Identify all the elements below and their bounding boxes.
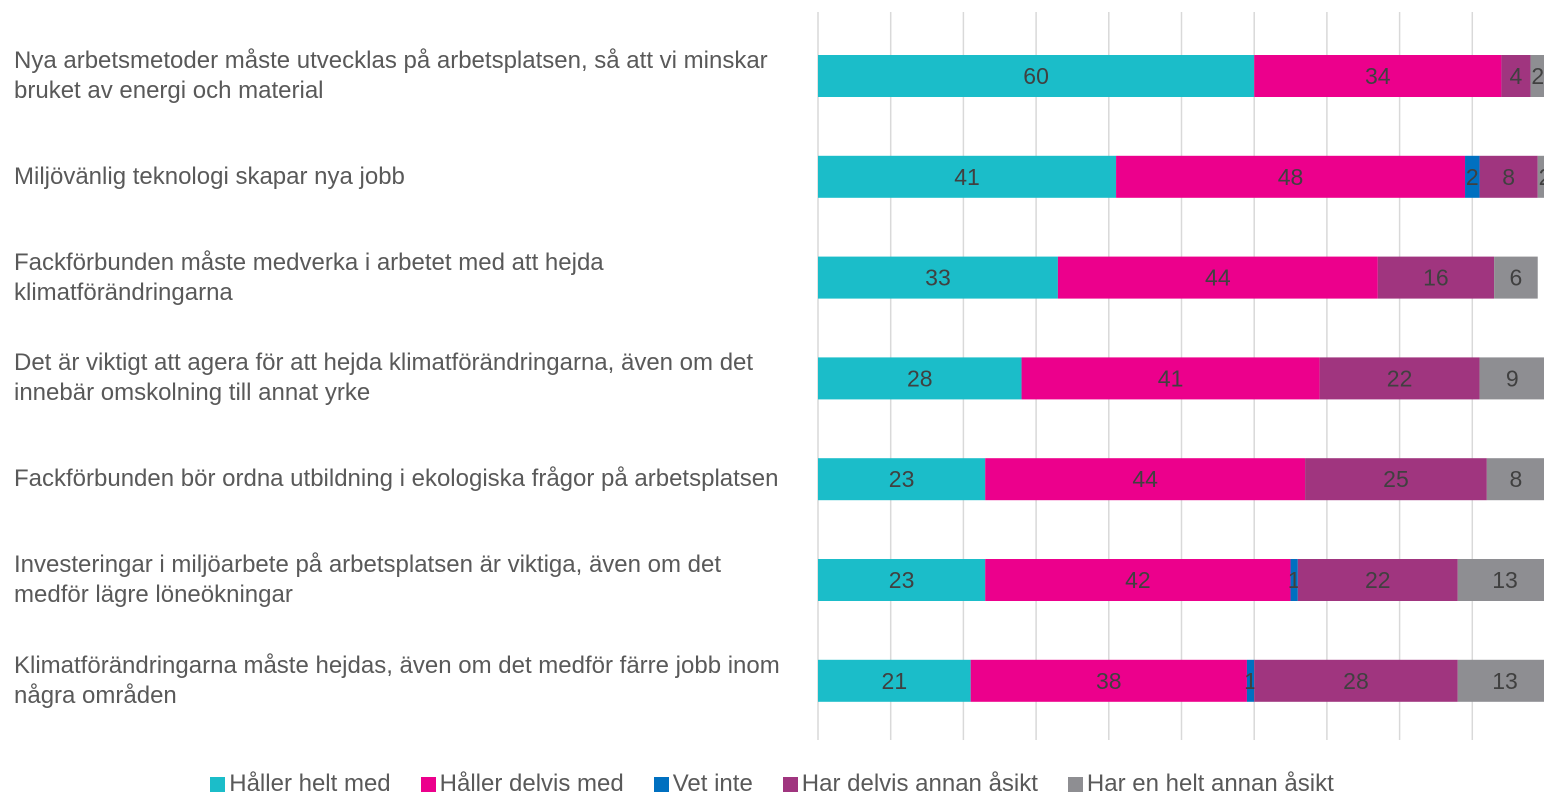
- data-label: 60: [1023, 63, 1049, 89]
- data-label: 22: [1365, 567, 1391, 593]
- data-label: 8: [1510, 466, 1523, 492]
- data-label: 33: [925, 265, 951, 291]
- data-label: 2: [1531, 63, 1544, 89]
- data-label: 38: [1096, 668, 1122, 694]
- page: {"chart_data": {"type": "stacked-barh", …: [0, 0, 1544, 800]
- data-label: 2: [1539, 164, 1544, 190]
- legend-swatch: [654, 777, 669, 792]
- data-label: 9: [1506, 365, 1519, 391]
- data-label: 13: [1492, 668, 1518, 694]
- data-label: 21: [882, 668, 908, 694]
- legend-item: Håller delvis med: [421, 770, 624, 798]
- data-label: 16: [1423, 265, 1449, 291]
- legend-item: Har en helt annan åsikt: [1068, 770, 1334, 798]
- legend-swatch: [783, 777, 798, 792]
- category-label: Klimatförändringarna måste hejdas, även …: [14, 651, 784, 711]
- data-label: 44: [1205, 265, 1231, 291]
- data-label: 22: [1387, 365, 1413, 391]
- category-label: Fackförbunden måste medverka i arbetet m…: [14, 248, 784, 308]
- data-label: 41: [954, 164, 980, 190]
- legend: Håller helt med Håller delvis med Vet inte…: [0, 770, 1544, 798]
- legend-item: Vet inte: [654, 770, 753, 798]
- data-label: 28: [1343, 668, 1369, 694]
- legend-label: Har delvis annan åsikt: [802, 770, 1038, 798]
- data-label: 13: [1492, 567, 1518, 593]
- data-label: 34: [1365, 63, 1391, 89]
- category-label: Investeringar i miljöarbete på arbetspla…: [14, 550, 784, 610]
- data-label: 23: [889, 567, 915, 593]
- data-label: 6: [1510, 265, 1523, 291]
- legend-label: Vet inte: [673, 770, 753, 798]
- data-label: 42: [1125, 567, 1151, 593]
- data-label: 4: [1510, 63, 1523, 89]
- data-label: 23: [889, 466, 915, 492]
- legend-swatch: [210, 777, 225, 792]
- data-label: 41: [1158, 365, 1184, 391]
- data-label: 48: [1278, 164, 1304, 190]
- legend-swatch: [1068, 777, 1083, 792]
- legend-label: Håller delvis med: [440, 770, 624, 798]
- category-label: Fackförbunden bör ordna utbildning i eko…: [14, 464, 784, 494]
- legend-label: Håller helt med: [229, 770, 390, 798]
- legend-label: Har en helt annan åsikt: [1087, 770, 1334, 798]
- data-label: 25: [1383, 466, 1409, 492]
- data-label: 2: [1466, 164, 1479, 190]
- category-label: Miljövänlig teknologi skapar nya jobb: [14, 162, 784, 192]
- category-label: Det är viktigt att agera för att hejda k…: [14, 348, 784, 408]
- data-label: 28: [907, 365, 933, 391]
- category-label: Nya arbetsmetoder måste utvecklas på arb…: [14, 46, 784, 106]
- data-label: 44: [1132, 466, 1158, 492]
- legend-item: Håller helt med: [210, 770, 390, 798]
- legend-swatch: [421, 777, 436, 792]
- legend-item: Har delvis annan åsikt: [783, 770, 1038, 798]
- data-label: 8: [1502, 164, 1515, 190]
